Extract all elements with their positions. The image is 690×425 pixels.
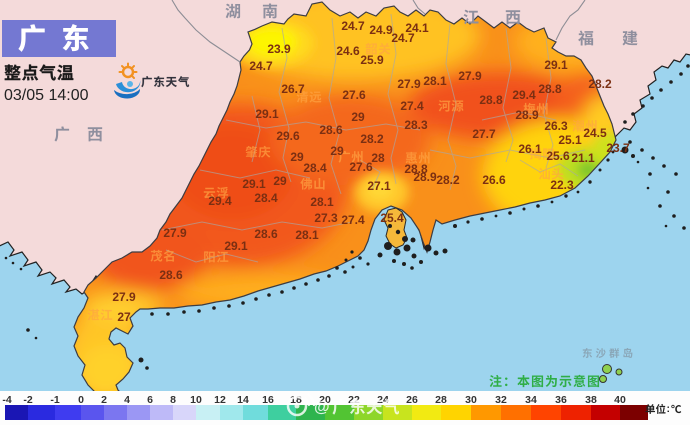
svg-text:16: 16	[262, 394, 274, 406]
svg-text:4: 4	[124, 394, 130, 406]
svg-text:28.6: 28.6	[254, 227, 278, 241]
svg-text:38: 38	[585, 394, 597, 406]
svg-text:28.1: 28.1	[295, 228, 319, 242]
svg-text:25.1: 25.1	[558, 133, 582, 147]
svg-text:22: 22	[348, 394, 360, 406]
svg-text:29: 29	[273, 174, 287, 188]
svg-text:24.7: 24.7	[341, 19, 365, 33]
svg-text:28.1: 28.1	[310, 195, 334, 209]
svg-text:24.7: 24.7	[249, 59, 273, 73]
svg-text:27: 27	[117, 310, 131, 324]
svg-text:6: 6	[147, 394, 153, 406]
svg-text:-4: -4	[2, 394, 11, 406]
svg-text:28.8: 28.8	[538, 82, 562, 96]
svg-text:0: 0	[78, 394, 84, 406]
svg-text:26.7: 26.7	[281, 82, 305, 96]
svg-text:26.1: 26.1	[518, 142, 542, 156]
svg-text:22.3: 22.3	[550, 178, 574, 192]
svg-text:28.6: 28.6	[159, 268, 183, 282]
svg-text:-2: -2	[23, 394, 32, 406]
svg-text:-1: -1	[50, 394, 59, 406]
svg-text:26.6: 26.6	[482, 173, 506, 187]
svg-text:8: 8	[170, 394, 176, 406]
svg-text:36: 36	[555, 394, 567, 406]
svg-text:32: 32	[495, 394, 507, 406]
svg-text:28: 28	[435, 394, 447, 406]
svg-text:29: 29	[290, 150, 304, 164]
svg-text:29.4: 29.4	[208, 194, 232, 208]
svg-text:27.9: 27.9	[163, 226, 187, 240]
svg-text:28.1: 28.1	[423, 74, 447, 88]
svg-text:28.6: 28.6	[319, 123, 343, 137]
svg-text:28.4: 28.4	[303, 161, 327, 175]
svg-text:2: 2	[101, 394, 107, 406]
svg-text:18: 18	[290, 394, 302, 406]
svg-text:28.8: 28.8	[404, 162, 428, 176]
svg-text:40: 40	[614, 394, 626, 406]
svg-text:29.1: 29.1	[544, 58, 568, 72]
svg-text:24.7: 24.7	[391, 31, 415, 45]
svg-text:27.7: 27.7	[472, 127, 496, 141]
svg-text:23.7: 23.7	[606, 141, 630, 155]
svg-text:14: 14	[237, 394, 249, 406]
svg-text:29.4: 29.4	[512, 88, 536, 102]
svg-text:23.9: 23.9	[267, 42, 291, 56]
svg-text:26.3: 26.3	[544, 119, 568, 133]
svg-text:29.6: 29.6	[276, 129, 300, 143]
svg-text:28.2: 28.2	[588, 77, 612, 91]
svg-text:27.4: 27.4	[400, 99, 424, 113]
svg-text:10: 10	[190, 394, 202, 406]
svg-text:29.1: 29.1	[224, 239, 248, 253]
svg-text:28.9: 28.9	[515, 108, 539, 122]
svg-text:25.9: 25.9	[360, 53, 384, 67]
svg-text:28.2: 28.2	[436, 173, 460, 187]
svg-text:29.1: 29.1	[242, 177, 266, 191]
svg-text:28.4: 28.4	[254, 191, 278, 205]
svg-text:28: 28	[371, 151, 385, 165]
svg-text:26: 26	[406, 394, 418, 406]
svg-text:28.3: 28.3	[404, 118, 428, 132]
svg-text:27.4: 27.4	[341, 213, 365, 227]
svg-text:27.9: 27.9	[397, 77, 421, 91]
svg-text:@: @	[314, 399, 330, 416]
svg-text:24.6: 24.6	[336, 44, 360, 58]
svg-text:30: 30	[465, 394, 477, 406]
svg-text:24.9: 24.9	[369, 23, 393, 37]
svg-text:28.8: 28.8	[479, 93, 503, 107]
svg-text:29: 29	[351, 110, 365, 124]
svg-text:27.6: 27.6	[342, 88, 366, 102]
svg-text:24.5: 24.5	[583, 126, 607, 140]
svg-text:24: 24	[377, 394, 389, 406]
svg-text:03/05 14:00: 03/05 14:00	[4, 87, 89, 104]
svg-text:27.9: 27.9	[112, 290, 136, 304]
svg-text:28.9: 28.9	[413, 170, 437, 184]
svg-text:27.3: 27.3	[314, 211, 338, 225]
svg-text:24.1: 24.1	[405, 21, 429, 35]
svg-text:29: 29	[330, 144, 344, 158]
svg-text:12: 12	[214, 394, 226, 406]
svg-text:21.1: 21.1	[571, 151, 595, 165]
svg-text:27.6: 27.6	[349, 160, 373, 174]
svg-text::: :	[667, 403, 671, 415]
svg-text:25.4: 25.4	[380, 211, 404, 225]
svg-text:28.2: 28.2	[360, 132, 384, 146]
svg-text:20: 20	[319, 394, 331, 406]
svg-text:29.1: 29.1	[255, 107, 279, 121]
svg-text:25.6: 25.6	[546, 149, 570, 163]
svg-text:27.9: 27.9	[458, 69, 482, 83]
svg-text:27.1: 27.1	[367, 179, 391, 193]
svg-text:34: 34	[525, 394, 537, 406]
